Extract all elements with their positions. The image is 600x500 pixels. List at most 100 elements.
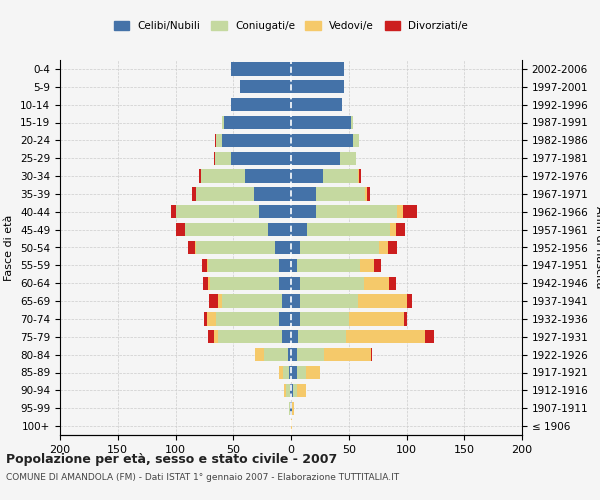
Bar	[367, 187, 370, 200]
Bar	[306, 366, 320, 379]
Bar	[201, 170, 245, 183]
Bar	[206, 258, 208, 272]
Bar	[283, 366, 289, 379]
Bar	[176, 223, 185, 236]
Bar	[203, 276, 208, 290]
Bar	[196, 187, 254, 200]
Bar	[191, 187, 196, 200]
Bar	[265, 348, 287, 362]
Bar	[222, 134, 291, 147]
Bar	[374, 258, 381, 272]
Bar	[403, 205, 417, 218]
Bar	[240, 80, 291, 94]
Bar	[215, 134, 216, 147]
Bar	[205, 312, 206, 326]
Bar	[280, 312, 291, 326]
Bar	[214, 152, 215, 165]
Bar	[389, 276, 396, 290]
Bar	[293, 384, 297, 397]
Bar	[202, 258, 206, 272]
Bar	[316, 187, 365, 200]
Bar	[291, 402, 292, 415]
Bar	[231, 152, 291, 165]
Bar	[359, 170, 361, 183]
Bar	[259, 205, 291, 218]
Bar	[287, 348, 291, 362]
Bar	[214, 330, 218, 344]
Bar	[282, 330, 291, 344]
Bar	[291, 276, 300, 290]
Bar	[218, 294, 222, 308]
Bar	[231, 98, 291, 112]
Bar	[349, 312, 404, 326]
Bar	[360, 258, 374, 272]
Bar	[351, 116, 353, 129]
Bar	[245, 170, 291, 183]
Bar	[358, 170, 359, 183]
Bar	[291, 312, 300, 326]
Bar	[365, 187, 367, 200]
Bar	[323, 170, 358, 183]
Bar	[282, 294, 291, 308]
Bar	[231, 62, 291, 76]
Bar	[291, 62, 344, 76]
Bar	[291, 294, 300, 308]
Bar	[297, 366, 306, 379]
Bar	[379, 241, 388, 254]
Bar	[396, 223, 406, 236]
Bar	[222, 116, 224, 129]
Bar	[254, 187, 291, 200]
Legend: Celibi/Nubili, Coniugati/e, Vedovi/e, Divorziati/e: Celibi/Nubili, Coniugati/e, Vedovi/e, Di…	[110, 16, 472, 35]
Bar	[292, 402, 295, 415]
Bar	[291, 258, 297, 272]
Bar	[224, 116, 291, 129]
Text: Popolazione per età, sesso e stato civile - 2007: Popolazione per età, sesso e stato civil…	[6, 452, 337, 466]
Bar	[291, 205, 316, 218]
Bar	[280, 276, 291, 290]
Bar	[291, 348, 297, 362]
Bar	[199, 170, 201, 183]
Bar	[196, 241, 275, 254]
Bar	[297, 258, 360, 272]
Bar	[195, 241, 196, 254]
Bar	[171, 205, 176, 218]
Bar	[291, 80, 344, 94]
Bar	[307, 223, 391, 236]
Bar	[291, 152, 340, 165]
Bar	[407, 294, 412, 308]
Bar	[353, 134, 359, 147]
Bar	[300, 276, 364, 290]
Bar	[175, 205, 259, 218]
Bar	[280, 258, 291, 272]
Bar	[268, 223, 291, 236]
Bar	[291, 223, 307, 236]
Bar	[185, 223, 268, 236]
Bar	[215, 152, 231, 165]
Bar	[255, 348, 265, 362]
Bar	[297, 348, 325, 362]
Bar	[216, 312, 280, 326]
Bar	[208, 258, 280, 272]
Bar	[290, 384, 291, 397]
Bar	[291, 170, 323, 183]
Y-axis label: Anni di nascita: Anni di nascita	[594, 206, 600, 289]
Bar	[280, 366, 283, 379]
Bar	[208, 276, 210, 290]
Bar	[218, 330, 282, 344]
Text: COMUNE DI AMANDOLA (FM) - Dati ISTAT 1° gennaio 2007 - Elaborazione TUTTITALIA.I: COMUNE DI AMANDOLA (FM) - Dati ISTAT 1° …	[6, 472, 399, 482]
Bar	[425, 330, 434, 344]
Bar	[371, 348, 372, 362]
Bar	[291, 366, 297, 379]
Bar	[291, 241, 300, 254]
Bar	[275, 241, 291, 254]
Bar	[222, 294, 282, 308]
Bar	[291, 420, 292, 433]
Bar	[291, 187, 316, 200]
Bar	[216, 134, 222, 147]
Bar	[291, 116, 351, 129]
Bar	[364, 276, 389, 290]
Bar	[284, 384, 286, 397]
Bar	[289, 366, 291, 379]
Bar	[397, 205, 403, 218]
Bar	[206, 312, 216, 326]
